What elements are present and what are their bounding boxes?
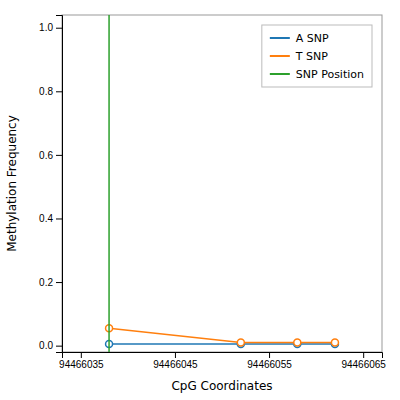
y-axis-title: Methylation Frequency bbox=[5, 115, 19, 252]
legend-label: SNP Position bbox=[296, 68, 364, 81]
legend-item: SNP Position bbox=[270, 68, 364, 81]
legend-swatch bbox=[270, 73, 290, 75]
legend: A SNP T SNP SNP Position bbox=[262, 25, 372, 87]
legend-item: T SNP bbox=[270, 50, 328, 63]
x-tick: 94466045 bbox=[153, 352, 198, 370]
x-tick: 94466065 bbox=[341, 352, 386, 370]
x-tick-label: 94466055 bbox=[247, 359, 292, 370]
x-axis-line bbox=[63, 353, 383, 359]
y-tick-mark bbox=[56, 218, 62, 219]
snp-line bbox=[108, 15, 110, 352]
y-tick-label: 0.4 bbox=[39, 213, 53, 224]
point bbox=[331, 339, 338, 346]
y-tick-mark bbox=[56, 28, 62, 29]
series-line bbox=[109, 328, 335, 342]
y-tick: 1.0 bbox=[39, 22, 62, 33]
y-tick-label: 0.0 bbox=[39, 340, 53, 351]
x-tick: 94466035 bbox=[59, 352, 104, 370]
y-axis-line bbox=[56, 16, 63, 353]
x-tick-mark bbox=[269, 352, 270, 358]
legend-box bbox=[262, 25, 372, 87]
legend-swatch bbox=[270, 55, 290, 57]
point bbox=[237, 339, 244, 346]
legend-label: A SNP bbox=[296, 32, 329, 45]
y-tick-label: 0.8 bbox=[39, 86, 53, 97]
x-tick-mark bbox=[363, 352, 364, 358]
x-tick-label: 94466045 bbox=[153, 359, 198, 370]
y-tick: 0.0 bbox=[39, 340, 62, 351]
y-tick-mark bbox=[56, 155, 62, 156]
y-tick-label: 1.0 bbox=[39, 22, 53, 33]
legend-swatch bbox=[270, 37, 290, 39]
y-tick-mark bbox=[56, 282, 62, 283]
x-tick-label: 94466035 bbox=[59, 359, 104, 370]
x-tick: 94466055 bbox=[247, 352, 292, 370]
legend-item: A SNP bbox=[270, 32, 329, 45]
legend-label: T SNP bbox=[295, 50, 328, 63]
point bbox=[294, 339, 301, 346]
y-tick-label: 0.2 bbox=[39, 277, 53, 288]
y-tick: 0.4 bbox=[39, 213, 62, 224]
x-tick-mark bbox=[175, 352, 176, 358]
x-tick-label: 94466065 bbox=[341, 359, 386, 370]
x-axis: 94466035 94466045 94466055 94466065 bbox=[59, 352, 386, 370]
y-tick-mark bbox=[56, 346, 62, 347]
plot-area: 944660359446604594466055944660650.00.20.… bbox=[39, 15, 386, 370]
plot-frame bbox=[62, 15, 382, 352]
y-axis: 0.0 0.2 0.4 0.6 0.8 1.0 bbox=[39, 16, 62, 353]
x-tick-mark bbox=[81, 352, 82, 358]
y-tick-mark bbox=[56, 91, 62, 92]
y-tick: 0.2 bbox=[39, 277, 62, 288]
y-tick: 0.8 bbox=[39, 86, 62, 97]
y-tick-label: 0.6 bbox=[39, 150, 53, 161]
chart: 944660359446604594466055944660650.00.20.… bbox=[0, 0, 400, 400]
y-tick: 0.6 bbox=[39, 150, 62, 161]
x-axis-title: CpG Coordinates bbox=[171, 379, 272, 393]
